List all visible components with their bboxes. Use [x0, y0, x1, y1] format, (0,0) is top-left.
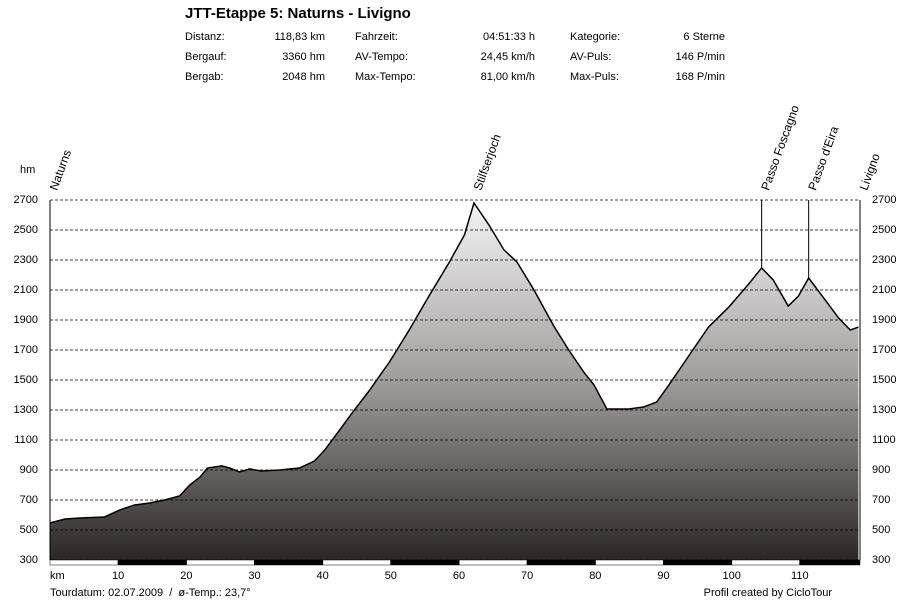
y-tick-label: 2100 — [14, 284, 38, 296]
x-tick-label: 30 — [248, 570, 260, 582]
stat-label: Kategorie: — [570, 31, 620, 43]
y-tick-label: 2500 — [14, 224, 38, 236]
y-tick-label: 1500 — [14, 374, 38, 386]
stat-label: Fahrzeit: — [355, 31, 398, 43]
stat-value: 146 P/min — [675, 51, 725, 63]
stat-value: 2048 hm — [282, 71, 325, 83]
annotation: Stilfserjoch — [471, 132, 504, 192]
footer-left: Tourdatum: 02.07.2009 / ø-Temp.: 23,7° — [50, 587, 251, 599]
x-axis-segment — [527, 560, 596, 565]
y-tick-label: 1900 — [872, 314, 896, 326]
annotation: Livigno — [857, 151, 883, 192]
x-tick-label: 90 — [657, 570, 669, 582]
x-axis-segment — [799, 560, 860, 565]
stat-value: 3360 hm — [282, 51, 325, 63]
y-tick-label: 1700 — [872, 344, 896, 356]
chart-title: JTT-Etappe 5: Naturns - Livigno — [185, 5, 411, 22]
stat-label: Bergab: — [185, 71, 224, 83]
y-tick-label: 2700 — [14, 194, 38, 206]
x-axis-segment — [118, 560, 187, 565]
y-tick-label: 1100 — [14, 434, 38, 446]
x-axis-segment — [663, 560, 732, 565]
x-tick-label: 10 — [112, 570, 124, 582]
y-tick-label: 1700 — [14, 344, 38, 356]
y-tick-label: 1900 — [14, 314, 38, 326]
y-tick-label: 900 — [20, 464, 38, 476]
annotation: Passo Foscagno — [758, 103, 802, 192]
area — [50, 203, 859, 560]
line — [49, 201, 859, 524]
y-tick-label: 700 — [872, 494, 890, 506]
y-tick-label: 700 — [20, 494, 38, 506]
stat-label: Bergauf: — [185, 51, 227, 63]
y-tick-label: 2700 — [872, 194, 896, 206]
x-tick-label: 20 — [180, 570, 192, 582]
annotation: Passo d'Eira — [805, 124, 841, 192]
y-tick-label: 2300 — [872, 254, 896, 266]
stat-label: AV-Tempo: — [355, 51, 408, 63]
y-tick-label: 2300 — [14, 254, 38, 266]
x-axis-segment — [254, 560, 323, 565]
stat-label: Distanz: — [185, 31, 225, 43]
y-tick-label: 1100 — [872, 434, 896, 446]
x-tick-label: 40 — [317, 570, 329, 582]
stat-value: 118,83 km — [274, 31, 325, 43]
stat-value: 6 Sterne — [683, 31, 725, 43]
stat-value: 04:51:33 h — [483, 31, 535, 43]
stat-label: Max-Puls: — [570, 71, 619, 83]
x-axis-label: km — [50, 570, 65, 582]
y-tick-label: 300 — [20, 554, 38, 566]
y-axis-label: hm — [20, 164, 35, 176]
y-tick-label: 500 — [872, 524, 890, 536]
stat-label: AV-Puls: — [570, 51, 611, 63]
x-tick-label: 70 — [521, 570, 533, 582]
y-tick-label: 900 — [872, 464, 890, 476]
y-tick-label: 2500 — [872, 224, 896, 236]
annotation: Naturns — [47, 148, 75, 192]
x-tick-label: 110 — [791, 570, 809, 582]
y-tick-label: 1300 — [14, 404, 38, 416]
x-axis-segment — [390, 560, 459, 565]
stat-value: 168 P/min — [675, 71, 725, 83]
x-tick-label: 80 — [589, 570, 601, 582]
footer-right: Profil created by CicloTour — [704, 587, 833, 599]
x-tick-label: 50 — [385, 570, 397, 582]
stat-value: 81,00 km/h — [481, 71, 535, 83]
y-tick-label: 1300 — [872, 404, 896, 416]
y-tick-label: 500 — [20, 524, 38, 536]
y-tick-label: 300 — [872, 554, 890, 566]
x-tick-label: 60 — [453, 570, 465, 582]
stat-label: Max-Tempo: — [355, 71, 416, 83]
y-tick-label: 2100 — [872, 284, 896, 296]
stat-value: 24,45 km/h — [481, 51, 535, 63]
x-tick-label: 100 — [722, 570, 740, 582]
y-tick-label: 1500 — [872, 374, 896, 386]
